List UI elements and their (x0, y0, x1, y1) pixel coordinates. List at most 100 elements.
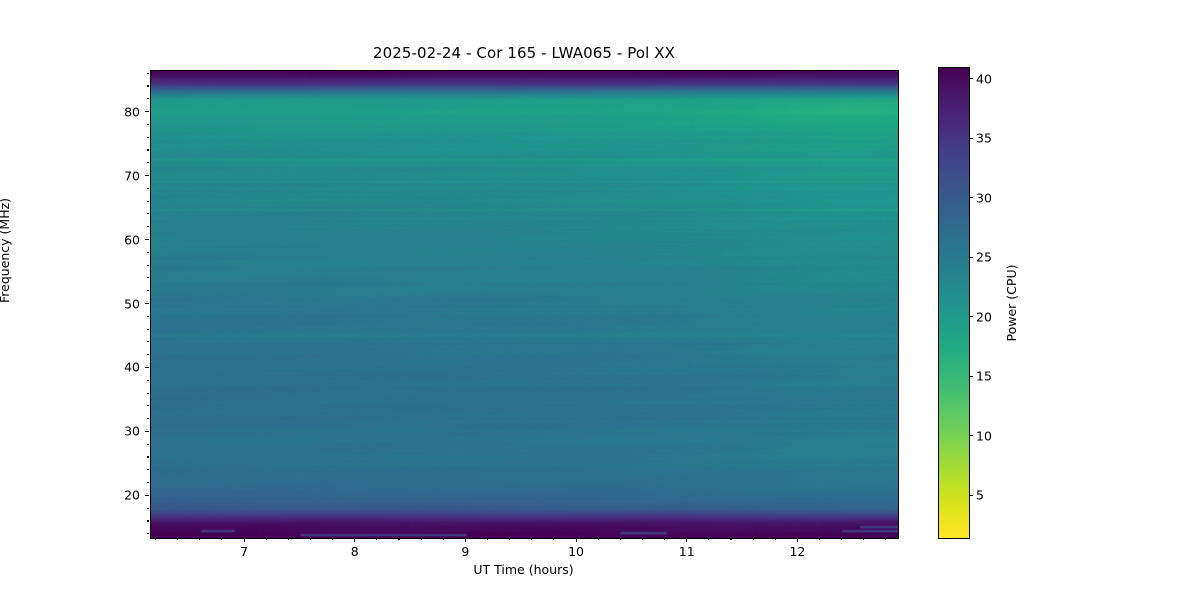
y-minor-tick (146, 482, 149, 484)
y-major-tick (144, 175, 149, 177)
y-minor-tick (146, 162, 149, 164)
x-minor-tick (619, 538, 621, 541)
x-major-tick (686, 538, 688, 543)
y-minor-tick (146, 149, 149, 151)
y-minor-tick (146, 187, 149, 189)
y-minor-tick (146, 277, 149, 279)
y-minor-tick (146, 392, 149, 394)
heatmap-axes[interactable] (150, 70, 899, 539)
x-minor-tick (641, 538, 643, 541)
y-minor-tick (146, 72, 149, 74)
colorbar-tick (969, 435, 974, 437)
y-major-tick (144, 494, 149, 496)
x-tick-label: 9 (461, 544, 470, 559)
colorbar-tick-label: 35 (976, 130, 992, 146)
x-minor-tick (708, 538, 710, 541)
y-minor-tick (146, 290, 149, 292)
x-tick-label: 7 (240, 544, 249, 559)
colorbar-tick (969, 197, 974, 199)
y-minor-tick (146, 418, 149, 420)
y-major-tick (144, 430, 149, 432)
x-minor-tick (885, 538, 887, 541)
y-minor-tick (146, 533, 149, 535)
y-minor-tick (146, 469, 149, 471)
x-minor-tick (265, 538, 267, 541)
y-major-tick (144, 302, 149, 305)
y-minor-tick (146, 354, 149, 356)
x-minor-tick (597, 538, 599, 541)
x-minor-tick (664, 538, 666, 541)
x-minor-tick (420, 538, 422, 541)
x-minor-tick (752, 538, 754, 541)
x-major-tick (464, 538, 466, 543)
x-axis-label: UT Time (hours) (473, 562, 574, 577)
x-minor-tick (509, 538, 511, 541)
colorbar-tick (969, 256, 974, 258)
y-minor-tick (146, 456, 149, 458)
y-major-tick (144, 111, 149, 113)
y-tick-label: 60 (124, 232, 140, 248)
colorbar-tick-label: 40 (976, 71, 992, 87)
colorbar-label: Power (CPU) (1004, 264, 1019, 342)
dynamic-spectrum-image (151, 71, 898, 538)
x-minor-tick (774, 538, 776, 541)
x-major-tick (796, 538, 798, 543)
y-major-tick (144, 238, 149, 241)
plot-title: 2025-02-24 - Cor 165 - LWA065 - Pol XX (372, 44, 676, 62)
x-minor-tick (287, 538, 289, 541)
y-minor-tick (146, 251, 149, 253)
x-minor-tick (332, 538, 334, 541)
spectrum-raster (151, 71, 898, 538)
y-minor-tick (146, 315, 149, 317)
x-tick-label: 11 (678, 544, 695, 559)
colorbar-tick-label: 25 (976, 249, 992, 265)
x-minor-tick (177, 538, 179, 541)
x-minor-tick (199, 538, 201, 541)
x-minor-tick (553, 538, 555, 541)
colorbar-gradient (939, 68, 969, 538)
x-minor-tick (309, 538, 311, 541)
y-tick-label: 50 (124, 296, 140, 311)
y-minor-tick (146, 200, 149, 202)
x-minor-tick (486, 538, 489, 541)
y-minor-tick (146, 264, 149, 266)
colorbar-tick (969, 78, 974, 80)
x-tick-label: 8 (350, 544, 359, 559)
colorbar-tick (969, 316, 974, 318)
x-minor-tick (154, 538, 157, 541)
y-minor-tick (146, 98, 149, 100)
colorbar-tick (969, 137, 974, 139)
y-tick-label: 80 (124, 104, 140, 120)
colorbar-tick-label: 10 (976, 428, 992, 444)
y-minor-tick (146, 507, 149, 509)
x-major-tick (243, 538, 245, 543)
y-minor-tick (146, 328, 149, 330)
x-minor-tick (398, 538, 400, 541)
x-major-tick (575, 538, 577, 543)
y-minor-tick (146, 226, 149, 228)
y-minor-tick (146, 341, 149, 343)
y-minor-tick (146, 520, 149, 522)
y-minor-tick (146, 213, 149, 215)
x-minor-tick (730, 538, 732, 541)
colorbar-tick-label: 15 (976, 368, 992, 384)
x-minor-tick (818, 538, 821, 541)
colorbar-tick (969, 375, 974, 377)
colorbar-tick-label: 20 (976, 309, 992, 325)
y-minor-tick (146, 85, 149, 87)
y-tick-label: 70 (124, 168, 140, 184)
y-axis-label: Frequency (MHz) (0, 197, 12, 303)
y-minor-tick (146, 136, 149, 138)
x-minor-tick (221, 538, 223, 541)
x-minor-tick (841, 538, 843, 541)
x-minor-tick (863, 538, 865, 541)
colorbar-tick-label: 30 (976, 190, 992, 206)
colorbar[interactable] (938, 67, 970, 539)
y-minor-tick (146, 405, 149, 407)
y-tick-label: 20 (124, 487, 140, 503)
x-tick-label: 12 (789, 544, 806, 559)
y-minor-tick (146, 443, 149, 445)
y-minor-tick (146, 379, 149, 381)
x-tick-label: 10 (568, 544, 585, 559)
